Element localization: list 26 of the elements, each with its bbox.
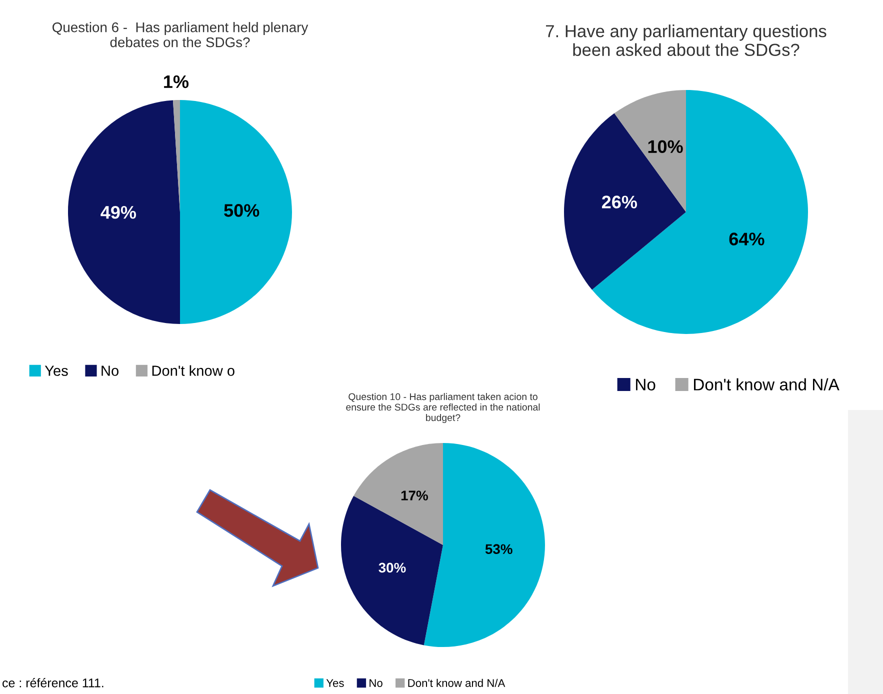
chart-title: Question 10 - Has parliament taken acion to ensure the SDGs are reflected in the national budget? (346, 392, 540, 424)
legend-label: Don't know and N/A (408, 678, 506, 687)
data-label: 49% (100, 206, 136, 219)
legend-label: Yes (326, 679, 344, 687)
data-label: 1% (164, 75, 189, 88)
pie-slice (592, 90, 808, 334)
legend-label: No (370, 679, 382, 687)
legend-label: Don't know and N/A (694, 378, 840, 390)
pie-slice (564, 113, 686, 290)
data-label: 26% (602, 196, 638, 208)
pie-slice (68, 100, 180, 324)
data-label: 17% (401, 490, 428, 500)
data-label: 50% (224, 204, 260, 217)
legend-label: No (102, 366, 118, 376)
text: ce : référence 111. (2, 678, 104, 688)
pie-slice (354, 443, 443, 545)
chart-title: 7. Have any parliamentary questions been asked about the SDGs? (546, 24, 826, 56)
data-label: 64% (729, 232, 764, 246)
data-label: 53% (485, 544, 512, 554)
pie-slice (180, 100, 292, 324)
data-label: 30% (378, 562, 406, 573)
legend-label: Yes (44, 366, 68, 376)
data-label: 10% (648, 140, 683, 154)
legend-label: No (636, 378, 656, 390)
chart-title: Question 6 - Has parliament held plenary debates on the SDGs? (52, 22, 308, 48)
legend-label: Don't know o (152, 365, 234, 376)
